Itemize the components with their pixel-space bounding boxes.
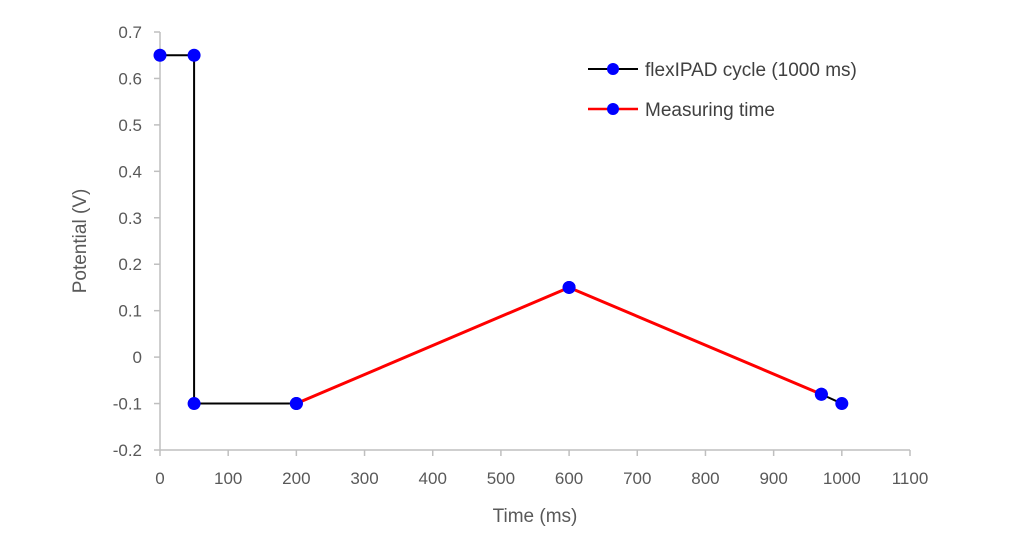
legend-swatch-marker <box>607 63 619 75</box>
series-line-1 <box>295 285 822 405</box>
y-tick-label: 0.3 <box>118 209 142 228</box>
legend: flexIPAD cycle (1000 ms) Measuring time <box>588 60 857 121</box>
x-tick-label: 300 <box>350 469 378 488</box>
x-tick-label: 100 <box>214 469 242 488</box>
data-point-series-0 <box>187 397 201 411</box>
x-tick-label: 1000 <box>823 469 861 488</box>
x-tick-label: 0 <box>155 469 164 488</box>
legend-entry-flexipad-cycle: flexIPAD cycle (1000 ms) <box>588 60 857 81</box>
data-point-series-1 <box>289 397 303 411</box>
data-point-series-1 <box>814 387 828 401</box>
data-point-series-0 <box>153 48 167 62</box>
y-tick-label: -0.1 <box>113 395 142 414</box>
x-axis: 0 100 200 300 400 500 600 700 800 900 1000 1100 <box>155 449 929 488</box>
series-layer <box>153 48 849 411</box>
x-tick-label: 800 <box>691 469 719 488</box>
y-tick-label: 0.4 <box>118 162 142 181</box>
x-tick-label: 700 <box>623 469 651 488</box>
x-tick-label: 400 <box>419 469 447 488</box>
y-tick-label: 0 <box>133 348 142 367</box>
y-tick-label: 0.2 <box>118 255 142 274</box>
legend-label-measuring-time: Measuring time <box>645 100 775 121</box>
legend-label-flexipad-cycle: flexIPAD cycle (1000 ms) <box>645 60 857 81</box>
x-tick-label: 900 <box>759 469 787 488</box>
x-tick-label: 500 <box>487 469 515 488</box>
y-tick-label: 0.7 <box>118 23 142 42</box>
y-tick-label: 0.6 <box>118 69 142 88</box>
legend-entry-measuring-time: Measuring time <box>588 100 775 121</box>
y-axis-title: Potential (V) <box>70 189 91 294</box>
y-tick-label: 0.1 <box>118 302 142 321</box>
legend-swatch-marker <box>607 103 619 115</box>
x-tick-label: 200 <box>282 469 310 488</box>
y-tick-label: 0.5 <box>118 116 142 135</box>
data-point-series-0 <box>187 48 201 62</box>
y-axis: -0.2 -0.1 0 0.1 0.2 0.3 0.4 0.5 0.6 0.7 <box>113 23 161 460</box>
x-axis-title: Time (ms) <box>493 506 578 527</box>
data-point-series-0 <box>835 397 849 411</box>
x-tick-label: 1100 <box>892 469 929 488</box>
data-point-series-1 <box>562 280 576 294</box>
x-tick-label: 600 <box>555 469 583 488</box>
y-tick-label: -0.2 <box>113 441 142 460</box>
